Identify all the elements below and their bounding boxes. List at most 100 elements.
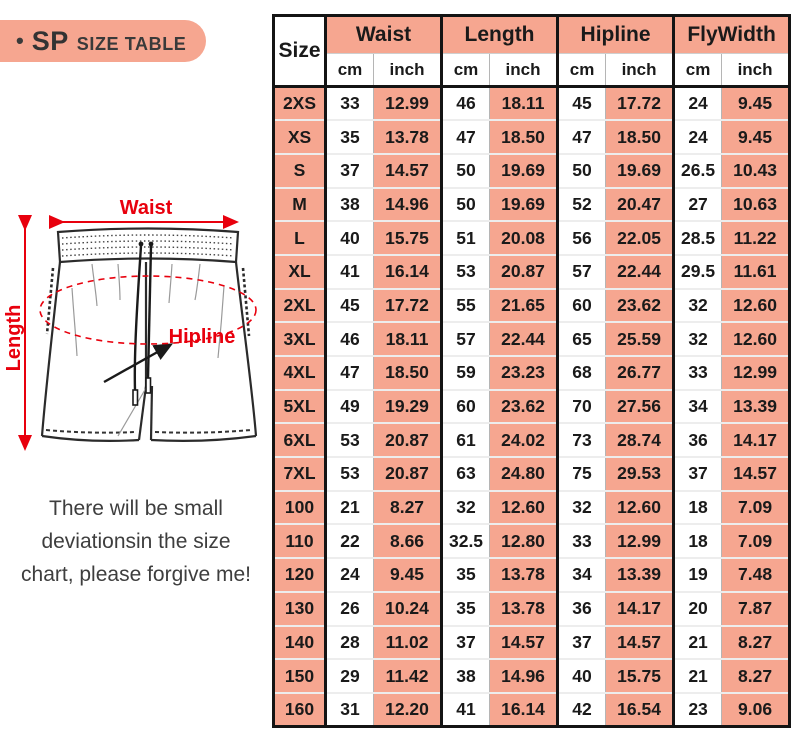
value-cell: 28	[324, 624, 374, 660]
value-cell: 10.43	[721, 152, 790, 188]
value-cell: 38	[324, 186, 374, 222]
waist-label: Waist	[120, 197, 173, 219]
value-cell: 60	[440, 388, 490, 424]
value-cell: 12.60	[721, 287, 790, 323]
size-label-cell: S	[273, 152, 326, 188]
value-cell: 37	[324, 152, 374, 188]
value-cell: 21	[672, 624, 722, 660]
value-cell: 13.78	[372, 119, 442, 154]
value-cell: 12.80	[489, 523, 558, 559]
value-cell: 46	[440, 85, 490, 121]
size-label-cell: XL	[273, 253, 326, 289]
note-line-3: chart, please forgive me!	[21, 563, 251, 586]
value-cell: 11.61	[721, 253, 790, 289]
value-cell: 7.09	[721, 523, 790, 559]
value-cell: 35	[324, 119, 374, 154]
value-cell: 33	[324, 85, 374, 121]
value-cell: 12.99	[605, 523, 674, 559]
table-row: 5XL 49 19.29 60 23.62 70 27.56 34 13.39	[273, 388, 790, 424]
value-cell: 35	[440, 557, 490, 592]
value-cell: 34	[556, 557, 606, 592]
value-cell: 12.20	[372, 691, 442, 727]
waist-cm-header: cm	[324, 53, 374, 88]
value-cell: 21.65	[489, 287, 558, 323]
value-cell: 57	[556, 253, 606, 289]
disclaimer-note: There will be small deviationsin the siz…	[0, 492, 272, 591]
value-cell: 11.02	[372, 624, 442, 660]
value-cell: 14.57	[605, 624, 674, 660]
value-cell: 36	[556, 590, 606, 626]
table-row: 7XL 53 20.87 63 24.80 75 29.53 37 14.57	[273, 456, 790, 491]
hipline-ellipse	[39, 275, 257, 345]
shorts-diagram: Waist Length Hipline	[3, 197, 258, 451]
size-label-cell: 130	[273, 590, 326, 626]
waistband-texture	[61, 234, 235, 257]
value-cell: 16.14	[372, 253, 442, 289]
value-cell: 17.72	[605, 85, 674, 121]
value-cell: 65	[556, 321, 606, 356]
value-cell: 47	[440, 119, 490, 154]
value-cell: 41	[440, 691, 490, 727]
value-cell: 26.5	[672, 152, 722, 188]
table-row: 2XS 33 12.99 46 18.11 45 17.72 24 9.45	[273, 85, 790, 121]
value-cell: 32	[672, 321, 722, 356]
value-cell: 47	[324, 355, 374, 390]
value-cell: 68	[556, 355, 606, 390]
table-row: S 37 14.57 50 19.69 50 19.69 26.5 10.43	[273, 152, 790, 188]
value-cell: 18.50	[489, 119, 558, 154]
size-label-cell: 3XL	[273, 321, 326, 356]
value-cell: 8.27	[372, 489, 442, 525]
value-cell: 14.57	[721, 456, 790, 491]
value-cell: 10.63	[721, 186, 790, 222]
value-cell: 16.54	[605, 691, 674, 727]
value-cell: 20	[672, 590, 722, 626]
value-cell: 35	[440, 590, 490, 626]
value-cell: 50	[440, 152, 490, 188]
flywidth-group-header: FlyWidth	[672, 15, 790, 54]
value-cell: 53	[324, 456, 374, 491]
waist-group-header: Waist	[323, 15, 442, 54]
table-row: 150 29 11.42 38 14.96 40 15.75 21 8.27	[273, 658, 790, 693]
table-row: XS 35 13.78 47 18.50 47 18.50 24 9.45	[273, 119, 790, 154]
value-cell: 37	[440, 624, 490, 660]
value-cell: 27	[672, 186, 722, 222]
size-column-header: Size	[273, 15, 326, 88]
value-cell: 40	[556, 658, 606, 693]
waist-inch-header: inch	[372, 53, 442, 88]
value-cell: 22.44	[489, 321, 558, 356]
size-label-cell: 4XL	[273, 355, 326, 390]
value-cell: 20.87	[372, 422, 442, 458]
value-cell: 33	[672, 355, 722, 390]
hipline-group-header: Hipline	[556, 15, 674, 54]
value-cell: 56	[556, 220, 606, 255]
drawstring	[132, 241, 154, 406]
value-cell: 10.24	[372, 590, 442, 626]
size-label-cell: 6XL	[273, 422, 326, 458]
value-cell: 60	[556, 287, 606, 323]
value-cell: 7.09	[721, 489, 790, 525]
table-row: 160 31 12.20 41 16.14 42 16.54 23 9.06	[273, 691, 790, 727]
value-cell: 14.17	[605, 590, 674, 626]
value-cell: 20.87	[489, 253, 558, 289]
value-cell: 13.39	[721, 388, 790, 424]
value-cell: 24	[672, 119, 722, 154]
value-cell: 12.99	[721, 355, 790, 390]
value-cell: 22	[324, 523, 374, 559]
value-cell: 19.69	[489, 152, 558, 188]
value-cell: 23	[672, 691, 722, 727]
badge-subtitle: SIZE TABLE	[76, 34, 187, 54]
value-cell: 12.60	[605, 489, 674, 525]
value-cell: 52	[556, 186, 606, 222]
value-cell: 9.45	[721, 119, 790, 154]
value-cell: 14.57	[372, 152, 442, 188]
value-cell: 63	[440, 456, 490, 491]
value-cell: 11.42	[372, 658, 442, 693]
value-cell: 46	[324, 321, 374, 356]
size-label-cell: 2XL	[273, 287, 326, 323]
size-label-cell: 150	[273, 658, 326, 693]
table-row: L 40 15.75 51 20.08 56 22.05 28.5 11.22	[273, 220, 790, 255]
value-cell: 12.60	[721, 321, 790, 356]
value-cell: 61	[440, 422, 490, 458]
size-label-cell: 100	[273, 489, 326, 525]
